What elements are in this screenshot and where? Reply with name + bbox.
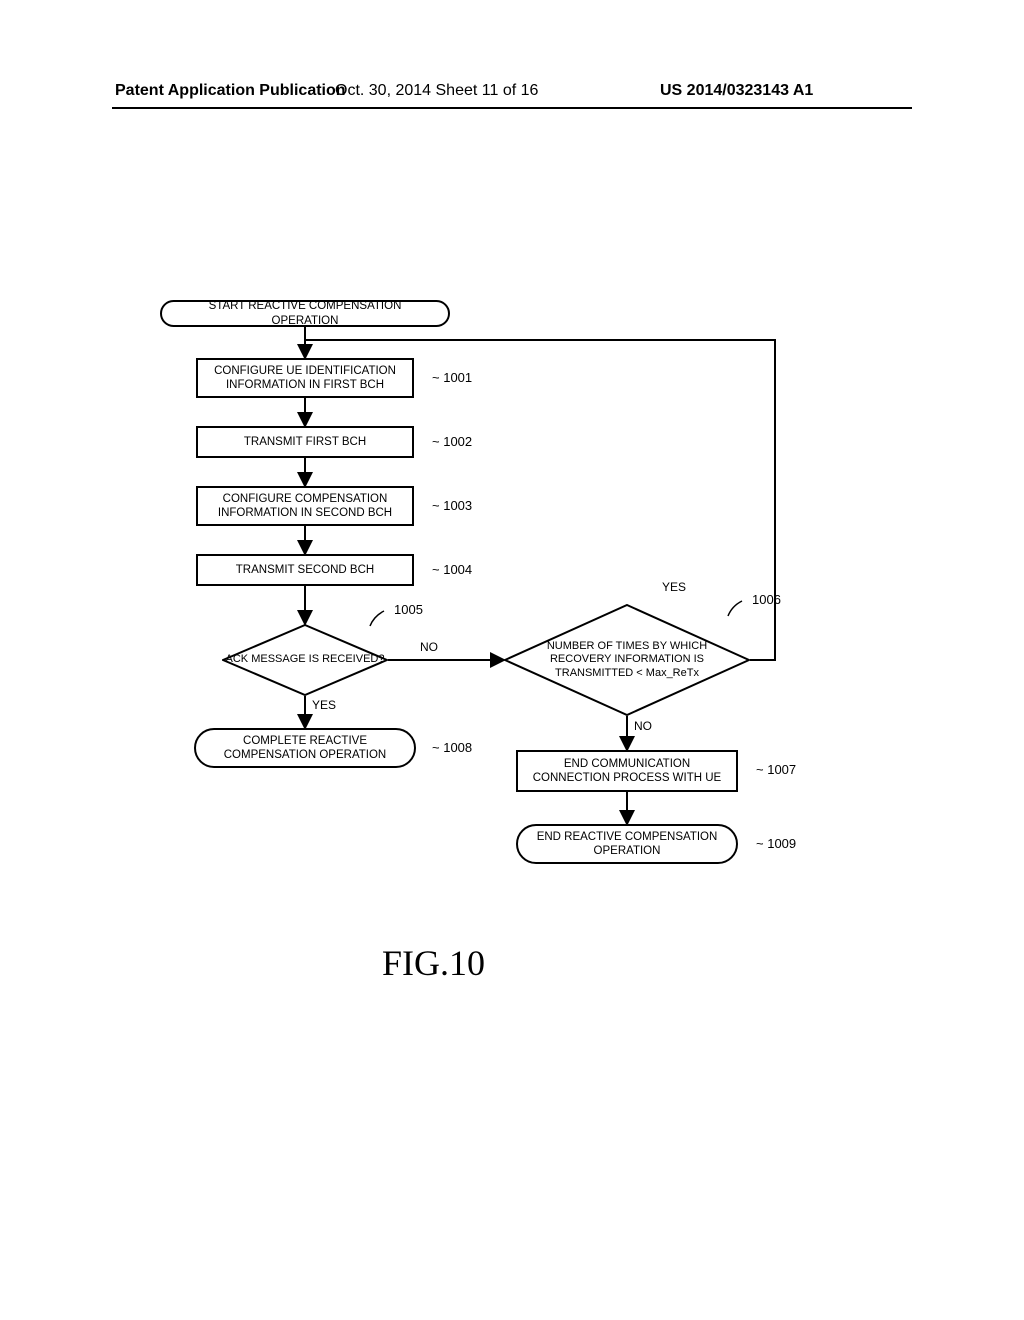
process-1002: TRANSMIT FIRST BCH [196,426,414,458]
flowchart-connectors [0,200,1024,1000]
figure-title: FIG.10 [382,942,485,984]
flowchart: START REACTIVE COMPENSATION OPERATION CO… [0,200,1024,1000]
ref-tilde: ~ [756,836,767,851]
header-rule [112,107,912,109]
edge-1006-yes: YES [662,580,686,594]
ref-1007: ~ 1007 [756,762,796,777]
terminator-1008-label: COMPLETE REACTIVE COMPENSATION OPERATION [208,734,402,763]
ref-tilde: ~ [432,498,443,513]
edge-1005-yes: YES [312,698,336,712]
ref-1002: ~ 1002 [432,434,472,449]
terminator-1008: COMPLETE REACTIVE COMPENSATION OPERATION [194,728,416,768]
edge-1006-no: NO [634,719,652,733]
edge-1005-no: NO [420,640,438,654]
ref-tilde: ~ [432,370,443,385]
ref-tilde: ~ [432,562,443,577]
terminator-start-label: START REACTIVE COMPENSATION OPERATION [174,299,436,328]
process-1001-label: CONFIGURE UE IDENTIFICATION INFORMATION … [204,364,406,393]
terminator-start: START REACTIVE COMPENSATION OPERATION [160,300,450,327]
terminator-1009: END REACTIVE COMPENSATION OPERATION [516,824,738,864]
ref-1005: 1005 [368,608,427,628]
decision-1005: ACK MESSAGE IS RECEIVED? [222,624,388,696]
process-1007-label: END COMMUNICATION CONNECTION PROCESS WIT… [524,757,730,786]
decision-1006: NUMBER OF TIMES BY WHICH RECOVERY INFORM… [504,604,750,716]
process-1003: CONFIGURE COMPENSATION INFORMATION IN SE… [196,486,414,526]
ref-1008: ~ 1008 [432,740,472,755]
decision-1006-label: NUMBER OF TIMES BY WHICH RECOVERY INFORM… [534,640,720,680]
ref-1004: ~ 1004 [432,562,472,577]
header-right: US 2014/0323143 A1 [660,82,813,100]
process-1004: TRANSMIT SECOND BCH [196,554,414,586]
process-1003-label: CONFIGURE COMPENSATION INFORMATION IN SE… [204,492,406,521]
process-1007: END COMMUNICATION CONNECTION PROCESS WIT… [516,750,738,792]
header-left: Patent Application Publication [115,82,346,100]
header-center: Oct. 30, 2014 Sheet 11 of 16 [335,82,538,100]
process-1001: CONFIGURE UE IDENTIFICATION INFORMATION … [196,358,414,398]
ref-1001: ~ 1001 [432,370,472,385]
ref-tilde: ~ [432,434,443,449]
ref-tilde: ~ [756,762,767,777]
ref-tilde: ~ [432,740,443,755]
ref-1009: ~ 1009 [756,836,796,851]
ref-1003: ~ 1003 [432,498,472,513]
process-1002-label: TRANSMIT FIRST BCH [244,435,366,449]
terminator-1009-label: END REACTIVE COMPENSATION OPERATION [530,830,724,859]
ref-1006: 1006 [726,598,785,618]
decision-1005-label: ACK MESSAGE IS RECEIVED? [226,653,385,666]
process-1004-label: TRANSMIT SECOND BCH [236,563,374,577]
